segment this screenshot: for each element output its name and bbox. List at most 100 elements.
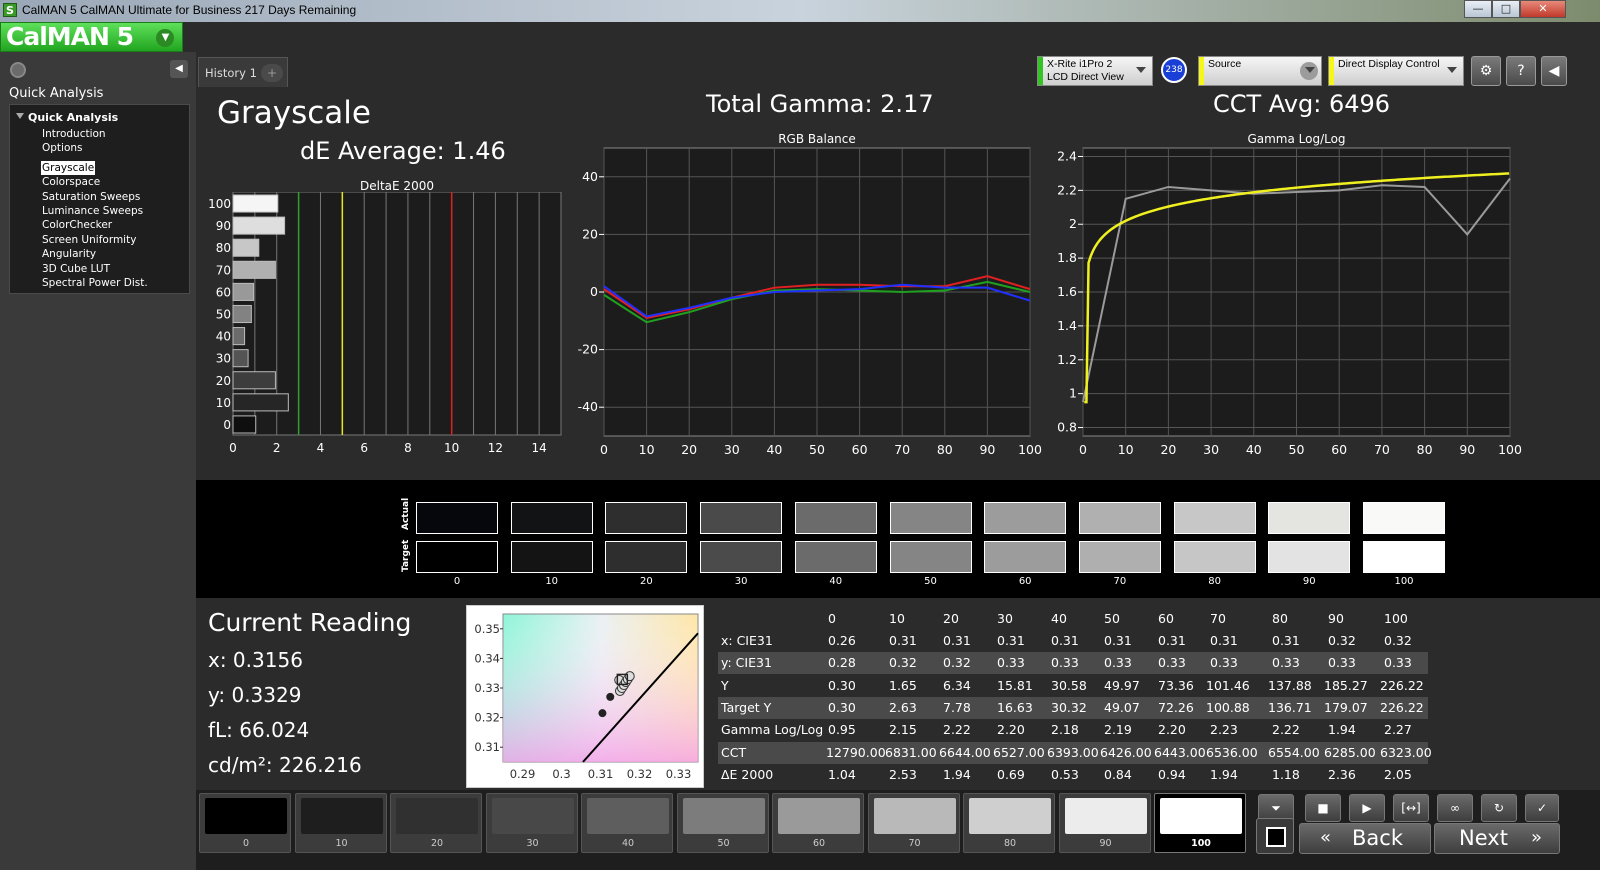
patch-label: 70 bbox=[908, 838, 921, 849]
window-titlebar: S CalMAN 5 CalMAN Ultimate for Business … bbox=[0, 0, 1600, 22]
patch-button[interactable]: 100 bbox=[1154, 793, 1246, 853]
x-tick-label: 8 bbox=[404, 441, 412, 455]
meter-mode: LCD Direct View bbox=[1047, 71, 1124, 83]
tab-history-1[interactable]: History 1 + bbox=[198, 57, 288, 87]
refresh-icon[interactable]: ↻ bbox=[1481, 794, 1517, 822]
column-header: 40 bbox=[1051, 611, 1067, 626]
table-cell: 2.18 bbox=[1051, 722, 1079, 738]
sidebar-item[interactable]: Luminance Sweeps bbox=[42, 205, 144, 218]
table-cell: 2.27 bbox=[1384, 722, 1412, 738]
cie-plot-overlay bbox=[503, 614, 698, 762]
y-tick-label: 0.31 bbox=[474, 740, 500, 754]
patch-button[interactable]: 20 bbox=[390, 793, 482, 853]
x-tick-label: 100 bbox=[1498, 442, 1522, 457]
eject-icon[interactable]: ⏷ bbox=[1258, 794, 1294, 822]
source-selector[interactable]: Source bbox=[1198, 56, 1322, 86]
column-header: 50 bbox=[1104, 611, 1120, 626]
close-button[interactable]: ✕ bbox=[1520, 0, 1566, 18]
table-cell: 2.19 bbox=[1104, 722, 1132, 738]
swatch-label: 50 bbox=[924, 576, 937, 587]
swatch-label: 0 bbox=[453, 576, 461, 587]
table-cell: 2.36 bbox=[1328, 766, 1356, 782]
sidebar-item[interactable]: Colorspace bbox=[42, 176, 101, 189]
patch-label: 10 bbox=[335, 838, 348, 849]
sidebar-item[interactable]: 3D Cube LUT bbox=[42, 262, 110, 275]
patch-button[interactable]: 80 bbox=[963, 793, 1055, 853]
sidebar-item[interactable]: ColorChecker bbox=[42, 219, 113, 232]
patch-button[interactable]: 30 bbox=[485, 793, 578, 853]
checkmark-icon[interactable]: ✓ bbox=[1525, 794, 1559, 822]
add-tab-button[interactable]: + bbox=[261, 64, 283, 82]
swatch-label: 100 bbox=[1394, 576, 1414, 587]
collapse-right-icon[interactable]: ◀ bbox=[1541, 56, 1567, 86]
x-tick-label: 40 bbox=[766, 442, 782, 457]
row-label: CCT bbox=[721, 744, 747, 760]
sidebar-item[interactable]: Introduction bbox=[42, 128, 106, 140]
meter-count-badge[interactable]: 238 bbox=[1161, 57, 1187, 83]
patch-button[interactable]: 60 bbox=[772, 793, 864, 853]
table-cell: 101.46 bbox=[1206, 677, 1250, 693]
sidebar-item[interactable]: Saturation Sweeps bbox=[42, 190, 141, 203]
series-line bbox=[603, 275, 1031, 319]
expand-triangle-icon[interactable] bbox=[16, 113, 24, 119]
table-cell: 6.34 bbox=[943, 677, 971, 693]
back-button[interactable]: « Back bbox=[1299, 823, 1431, 854]
table-cell: 16.63 bbox=[997, 699, 1033, 715]
swatch-label: 40 bbox=[829, 576, 843, 587]
continuous-infinity-icon[interactable]: ∞ bbox=[1437, 794, 1473, 822]
x-tick-label: 70 bbox=[894, 442, 910, 457]
patch-button[interactable]: 50 bbox=[676, 793, 769, 853]
table-cell: 2.15 bbox=[889, 722, 917, 738]
table-cell: 0.31 bbox=[997, 633, 1025, 648]
settings-gear-icon[interactable]: ⚙ bbox=[1471, 56, 1501, 86]
table-cell: 49.07 bbox=[1104, 699, 1140, 715]
sidebar-item[interactable]: Grayscale bbox=[41, 160, 96, 176]
y-tick-label: 60 bbox=[216, 285, 231, 299]
patch-button[interactable]: 90 bbox=[1058, 793, 1151, 853]
table-cell: 30.32 bbox=[1051, 699, 1087, 715]
patch-label: 20 bbox=[430, 838, 444, 849]
maximize-button[interactable]: □ bbox=[1492, 0, 1520, 18]
table-cell: 226.22 bbox=[1380, 699, 1424, 715]
patch-button[interactable]: 40 bbox=[581, 793, 673, 853]
series-line bbox=[1084, 172, 1510, 404]
sidebar-item[interactable]: Angularity bbox=[42, 248, 97, 261]
display-selector[interactable]: Direct Display Control bbox=[1328, 56, 1464, 86]
table-row: ΔE 2000 1.04 2.53 1.94 0.69 0.53 0.84 0.94 1.94 1… bbox=[718, 764, 1428, 786]
play-icon[interactable]: ▶ bbox=[1349, 794, 1385, 822]
table-cell: 2.63 bbox=[889, 699, 917, 715]
record-stop-icon[interactable]: ■ bbox=[1305, 794, 1341, 822]
patch-button[interactable]: 10 bbox=[294, 793, 387, 853]
sidebar-item[interactable]: Options bbox=[42, 142, 83, 155]
source-status-bar bbox=[1199, 57, 1204, 85]
table-cell: 2.23 bbox=[1210, 722, 1238, 738]
measure-range-icon[interactable]: [↔] bbox=[1393, 794, 1429, 822]
patch-button[interactable]: 0 bbox=[199, 793, 291, 853]
table-cell: 0.30 bbox=[828, 677, 856, 693]
chevron-down-icon bbox=[1136, 67, 1146, 73]
workflow-icon[interactable] bbox=[10, 62, 26, 78]
deltae-chart-title: DeltaE 2000 bbox=[360, 179, 434, 193]
help-icon[interactable]: ? bbox=[1506, 56, 1536, 86]
table-row: Gamma Log/Log 0.95 2.15 2.22 2.20 2.18 2.19 2.2… bbox=[718, 719, 1428, 741]
display-status-bar bbox=[1329, 57, 1334, 85]
workflow-group-title[interactable]: Quick Analysis bbox=[28, 111, 119, 124]
minimize-button[interactable]: — bbox=[1464, 0, 1492, 18]
meter-selector[interactable]: X-Rite i1Pro 2 LCD Direct View bbox=[1037, 56, 1153, 86]
patch-label: 100 bbox=[1191, 838, 1211, 849]
deltae-bar bbox=[232, 216, 286, 235]
collapse-sidebar-button[interactable]: ◀ bbox=[170, 60, 188, 78]
column-header: 60 bbox=[1158, 611, 1174, 626]
table-cell: 2.22 bbox=[943, 722, 971, 738]
stop-button[interactable] bbox=[1256, 818, 1294, 854]
table-cell: 6554.00 bbox=[1268, 744, 1320, 760]
table-cell: 0.31 bbox=[1051, 633, 1079, 648]
table-cell: 0.33 bbox=[1272, 655, 1300, 671]
patch-button[interactable]: 70 bbox=[867, 793, 960, 853]
table-cell: 0.69 bbox=[997, 766, 1025, 782]
sidebar-item[interactable]: Screen Uniformity bbox=[42, 233, 137, 246]
sidebar-item[interactable]: Spectral Power Dist. bbox=[42, 277, 148, 290]
back-chevron-icon: « bbox=[1320, 827, 1332, 848]
next-button[interactable]: Next » bbox=[1434, 823, 1560, 854]
calman-logo-menu[interactable]: CalMAN 5 ▼ bbox=[0, 22, 183, 52]
